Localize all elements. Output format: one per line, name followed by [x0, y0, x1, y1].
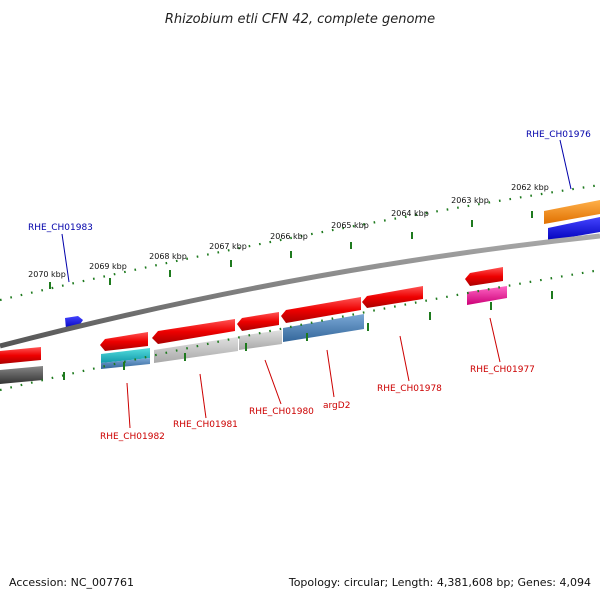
gene-RHE_CH01981-gray[interactable]	[154, 337, 238, 363]
map-title: Rhizobium etli CFN 42, complete genome	[165, 12, 435, 27]
gene-left-dark[interactable]	[0, 366, 43, 384]
gene-RHE_CH01977-red[interactable]	[465, 267, 503, 286]
gene-label-argD2[interactable]: argD2	[323, 401, 350, 411]
gene-label-RHE_CH01976[interactable]: RHE_CH01976	[526, 130, 591, 140]
tick-label: 2069 kbp	[89, 262, 127, 271]
gene-labels: RHE_CH01983 RHE_CH01976 RHE_CH01982 RHE_…	[28, 130, 591, 442]
gene-RHE_CH01980-red[interactable]	[237, 312, 279, 331]
gene-argD2-red[interactable]	[281, 297, 361, 323]
tick-label: 2064 kbp	[391, 209, 429, 218]
gene-label-RHE_CH01982[interactable]: RHE_CH01982	[100, 432, 165, 442]
inner-tick-track	[0, 268, 600, 392]
gene-RHE_CH01978[interactable]	[362, 286, 423, 308]
tick-labels: 2070 kbp 2069 kbp 2068 kbp 2067 kbp 2066…	[28, 183, 549, 279]
gene-RHE_CH01982-red[interactable]	[100, 332, 148, 351]
gene-RHE_CH01982-steel[interactable]	[101, 358, 150, 369]
gene-RHE_CH01976-orange[interactable]	[544, 200, 600, 224]
gene-label-RHE_CH01980[interactable]: RHE_CH01980	[249, 407, 314, 417]
genome-backbone	[0, 233, 600, 349]
outer-tick-track	[0, 183, 600, 302]
tick-label: 2062 kbp	[511, 183, 549, 192]
gene-label-RHE_CH01981[interactable]: RHE_CH01981	[173, 420, 238, 430]
genome-summary-text: Topology: circular; Length: 4,381,608 bp…	[288, 576, 591, 589]
tick-label: 2067 kbp	[209, 242, 247, 251]
tick-label: 2063 kbp	[451, 196, 489, 205]
gene-label-RHE_CH01983[interactable]: RHE_CH01983	[28, 223, 93, 233]
gene-RHE_CH01981-red[interactable]	[152, 319, 235, 344]
gene-label-RHE_CH01978[interactable]: RHE_CH01978	[377, 384, 442, 394]
tick-label: 2066 kbp	[270, 232, 308, 241]
gene-argD2-steel[interactable]	[283, 314, 364, 342]
gene-RHE_CH01976-blue[interactable]	[548, 217, 600, 241]
gene-RHE_CH01977-magenta[interactable]	[467, 286, 507, 305]
gene-left-red[interactable]	[0, 347, 41, 364]
gene-label-RHE_CH01977[interactable]: RHE_CH01977	[470, 365, 535, 375]
tick-label: 2070 kbp	[28, 270, 66, 279]
leader-lines	[61, 139, 572, 429]
tick-label: 2065 kbp	[331, 221, 369, 230]
forward-strand-genes	[65, 200, 600, 329]
accession-text: Accession: NC_007761	[9, 576, 134, 589]
tick-label: 2068 kbp	[149, 252, 187, 261]
